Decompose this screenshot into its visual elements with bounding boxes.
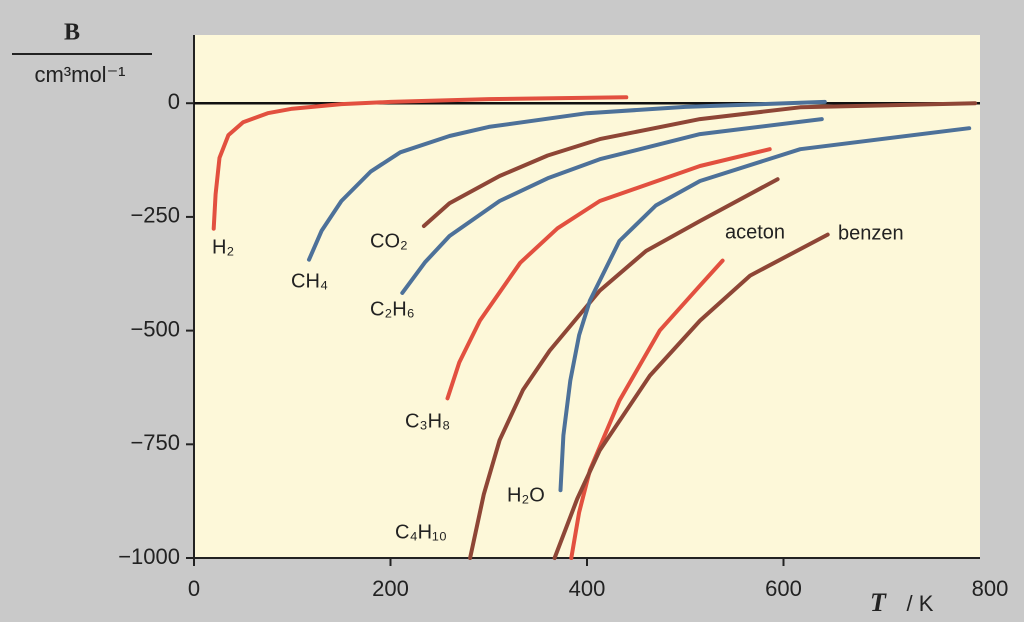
x-tick-label: 800 bbox=[972, 576, 1009, 601]
series-line bbox=[468, 177, 780, 560]
series-label: C₃H₈ bbox=[405, 410, 450, 432]
series-line bbox=[421, 101, 978, 228]
x-unit: / K bbox=[907, 591, 934, 616]
series-label: H₂ bbox=[212, 236, 234, 258]
series-label: CH₄ bbox=[291, 270, 328, 292]
series-label: aceton bbox=[725, 221, 785, 243]
y-unit: cm³mol⁻¹ bbox=[34, 62, 125, 87]
y-tick-label: −250 bbox=[130, 203, 180, 228]
series-line bbox=[307, 99, 827, 262]
series-label: benzen bbox=[838, 222, 904, 244]
series-label: H₂O bbox=[507, 484, 545, 506]
x-label: T bbox=[870, 588, 887, 617]
series-label: C₂H₆ bbox=[370, 298, 415, 320]
x-tick-label: 200 bbox=[372, 576, 409, 601]
y-tick-label: −1000 bbox=[118, 544, 180, 569]
series-line bbox=[211, 95, 629, 231]
x-tick-label: 0 bbox=[188, 576, 200, 601]
x-tick-label: 400 bbox=[569, 576, 606, 601]
y-tick-label: −500 bbox=[130, 316, 180, 341]
series-line bbox=[569, 258, 725, 560]
series-label: CO₂ bbox=[370, 230, 408, 252]
series-line bbox=[445, 147, 772, 401]
series-line bbox=[400, 117, 824, 295]
y-tick-label: 0 bbox=[168, 89, 180, 114]
y-tick-label: −750 bbox=[130, 430, 180, 455]
series-label: C₄H₁₀ bbox=[395, 521, 447, 543]
plot-area bbox=[194, 35, 980, 558]
series-line bbox=[552, 232, 830, 560]
x-tick-label: 600 bbox=[765, 576, 802, 601]
series-line bbox=[558, 126, 972, 493]
y-label: B bbox=[64, 20, 80, 46]
